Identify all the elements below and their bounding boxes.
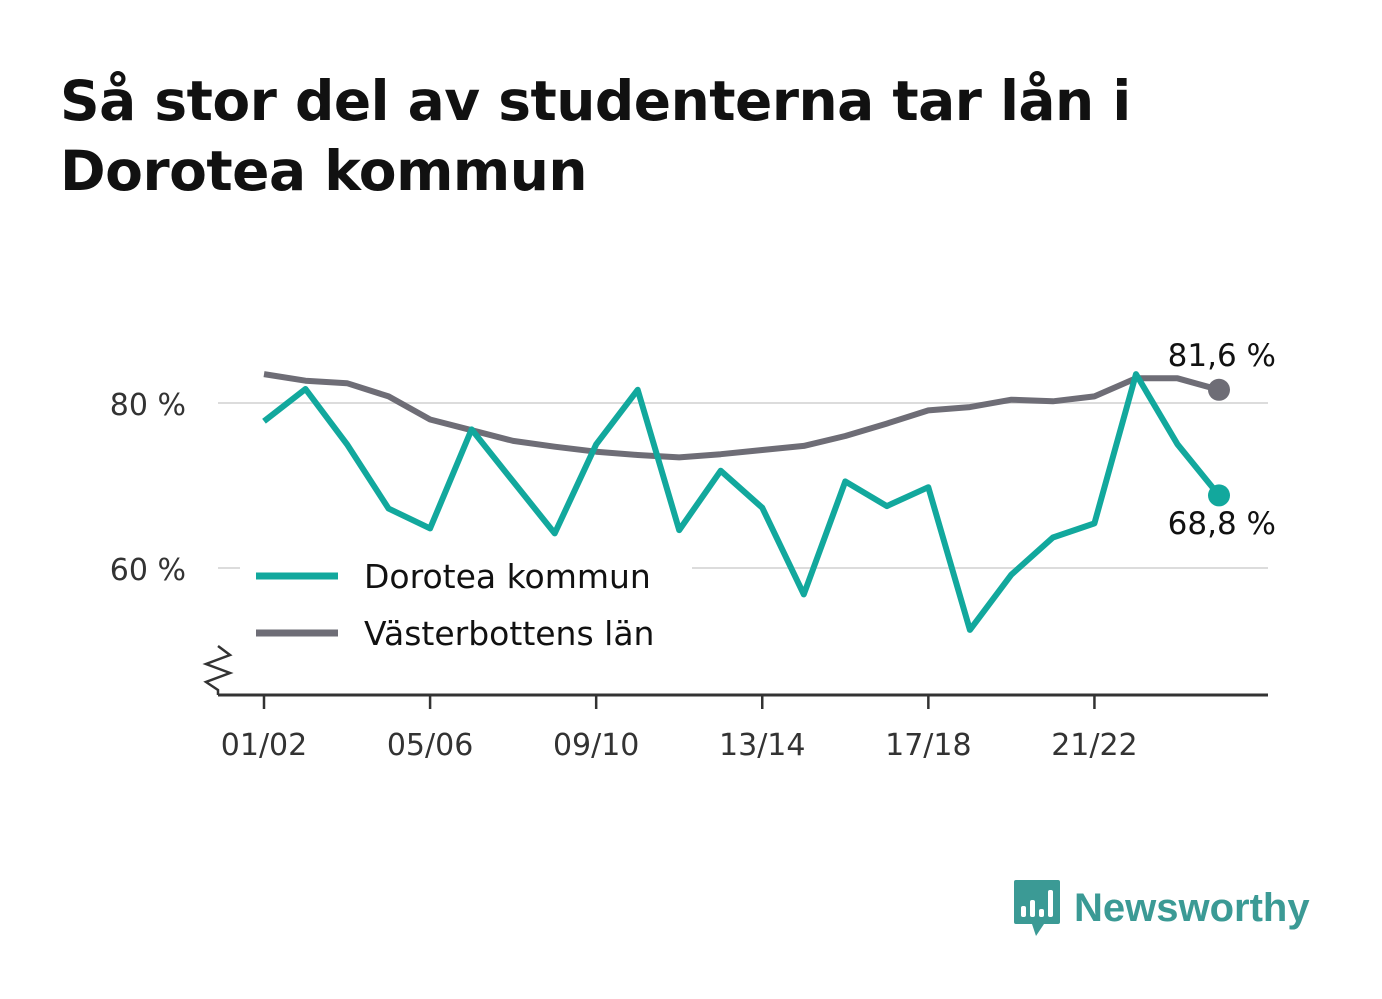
- x-axis: 01/02 05/06 09/10 13/14 17/18 21/22: [218, 693, 1268, 763]
- brand-logo: Newsworthy: [1012, 878, 1310, 938]
- end-labels: 81,6 % 68,8 %: [1168, 338, 1276, 542]
- y-tick-label: 60 %: [110, 553, 186, 588]
- x-tick-label: 05/06: [387, 728, 473, 763]
- newsworthy-logo-icon: [1014, 880, 1060, 936]
- y-axis: 60 % 80 %: [110, 388, 234, 695]
- end-label-dorotea: 68,8 %: [1168, 506, 1276, 542]
- x-tick-label: 13/14: [719, 728, 805, 763]
- x-tick-label: 21/22: [1051, 728, 1137, 763]
- x-tick-label: 09/10: [553, 728, 639, 763]
- x-tick-label: 01/02: [221, 728, 307, 763]
- x-tick-label: 17/18: [885, 728, 971, 763]
- end-label-vasterbotten: 81,6 %: [1168, 338, 1276, 374]
- brand-name: Newsworthy: [1074, 885, 1310, 930]
- legend-background: [240, 548, 692, 658]
- series-line-vasterbotten: [263, 371, 1220, 461]
- series-line-dorotea: [262, 371, 1222, 633]
- series-end-point: [1208, 484, 1230, 507]
- legend-label: Dorotea kommun: [364, 557, 651, 596]
- legend: Dorotea kommun Västerbottens län: [240, 548, 692, 658]
- series-group: [262, 371, 1230, 633]
- axis-break-icon: [202, 645, 234, 695]
- y-tick-label: 80 %: [110, 388, 186, 423]
- legend-label: Västerbottens län: [364, 614, 654, 653]
- chart-title: Så stor del av studenterna tar lån i Dor…: [60, 69, 1131, 203]
- series-end-point: [1208, 378, 1230, 401]
